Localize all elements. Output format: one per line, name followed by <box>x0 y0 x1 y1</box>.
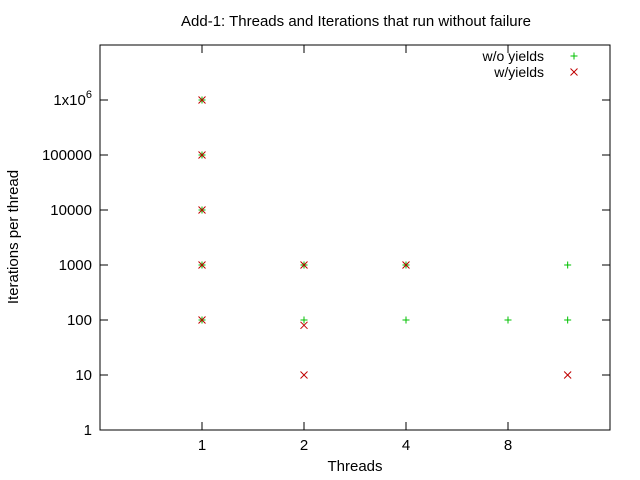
legend-marker <box>570 68 578 76</box>
plot-frame <box>99 44 611 431</box>
y-tick-label: 10 <box>75 367 92 384</box>
y-tick-label-text: 1x10 <box>53 92 86 109</box>
series-1-point <box>300 261 308 269</box>
series-1-point <box>198 206 206 214</box>
y-tick-label: 100 <box>67 312 92 329</box>
y-tick-label: 1 <box>84 422 92 439</box>
series-0-point <box>564 261 572 269</box>
series-0-point <box>402 316 410 324</box>
y-tick-label: 10000 <box>50 202 92 219</box>
series-1-point <box>402 261 410 269</box>
legend-marker <box>570 52 578 60</box>
legend-label: w/o yields <box>482 48 544 64</box>
data-points <box>198 96 572 379</box>
series-1-point <box>198 261 206 269</box>
series-0-point <box>504 316 512 324</box>
y-tick-label: 100000 <box>42 147 92 164</box>
series-1-point <box>300 371 308 379</box>
y-tick-label-text: 100000 <box>42 147 92 164</box>
legend-label: w/yields <box>493 64 544 80</box>
series-1-point <box>198 96 206 104</box>
chart-title: Add-1: Threads and Iterations that run w… <box>181 13 531 30</box>
y-tick-label-text: 1000 <box>59 257 92 274</box>
x-tick-label: 1 <box>198 437 206 454</box>
x-tick-label: 8 <box>504 437 512 454</box>
y-tick-label-text: 10 <box>75 367 92 384</box>
series-0-point <box>564 316 572 324</box>
y-axis-ticks: 1 10 100 1000 10000 100000 1x106 <box>42 89 610 439</box>
y-tick-label-text: 1 <box>84 422 92 439</box>
x-tick-label: 4 <box>402 437 410 454</box>
series-1-point <box>198 316 206 324</box>
x-axis-ticks: 1 2 4 8 <box>198 45 512 454</box>
series-0-point <box>300 316 308 324</box>
y-tick-label: 1000 <box>59 257 92 274</box>
y-tick-label-text: 100 <box>67 312 92 329</box>
x-axis-label: Threads <box>327 458 382 475</box>
y-tick-label: 1x106 <box>53 89 92 109</box>
y-tick-label-text: 10000 <box>50 202 92 219</box>
y-tick-label-exponent: 6 <box>86 89 92 101</box>
x-tick-label: 2 <box>300 437 308 454</box>
y-axis-label: Iterations per thread <box>5 170 22 304</box>
series-1-point <box>300 321 308 330</box>
series-1-point <box>563 371 572 379</box>
series-1-point <box>198 151 206 159</box>
